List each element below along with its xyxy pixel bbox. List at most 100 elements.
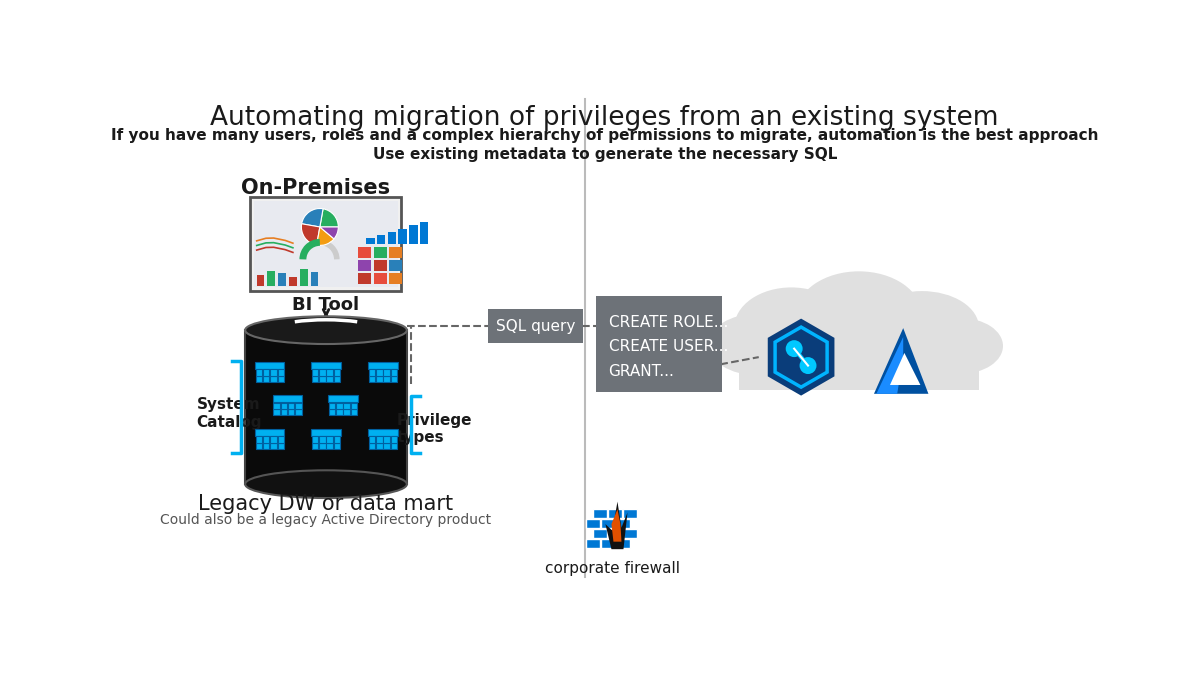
FancyBboxPatch shape: [596, 296, 722, 392]
Wedge shape: [320, 209, 339, 227]
FancyBboxPatch shape: [312, 362, 341, 369]
FancyBboxPatch shape: [319, 376, 326, 383]
FancyBboxPatch shape: [384, 376, 389, 383]
Text: On-Premises: On-Premises: [242, 178, 391, 198]
FancyBboxPatch shape: [274, 403, 280, 408]
FancyBboxPatch shape: [268, 271, 275, 285]
FancyBboxPatch shape: [278, 273, 286, 285]
FancyBboxPatch shape: [312, 376, 319, 383]
FancyBboxPatch shape: [334, 376, 340, 383]
FancyBboxPatch shape: [376, 369, 382, 376]
Wedge shape: [316, 227, 334, 246]
Ellipse shape: [865, 291, 979, 364]
FancyBboxPatch shape: [391, 376, 398, 383]
FancyBboxPatch shape: [343, 403, 350, 408]
FancyBboxPatch shape: [616, 519, 630, 528]
FancyBboxPatch shape: [487, 309, 583, 343]
FancyBboxPatch shape: [359, 273, 372, 284]
FancyBboxPatch shape: [368, 436, 375, 443]
FancyBboxPatch shape: [336, 403, 342, 408]
FancyBboxPatch shape: [368, 376, 375, 383]
FancyBboxPatch shape: [319, 369, 326, 376]
Polygon shape: [768, 318, 834, 396]
FancyBboxPatch shape: [350, 410, 358, 415]
FancyBboxPatch shape: [376, 376, 382, 383]
FancyBboxPatch shape: [245, 330, 407, 484]
FancyBboxPatch shape: [391, 436, 398, 443]
Polygon shape: [611, 509, 622, 542]
Ellipse shape: [245, 470, 407, 498]
FancyBboxPatch shape: [256, 436, 262, 443]
FancyBboxPatch shape: [374, 247, 387, 258]
FancyBboxPatch shape: [334, 436, 340, 443]
FancyBboxPatch shape: [601, 519, 616, 528]
FancyBboxPatch shape: [255, 429, 284, 436]
FancyBboxPatch shape: [623, 509, 637, 518]
FancyBboxPatch shape: [312, 436, 319, 443]
FancyBboxPatch shape: [376, 443, 382, 450]
FancyBboxPatch shape: [391, 369, 398, 376]
FancyBboxPatch shape: [327, 369, 333, 376]
FancyBboxPatch shape: [384, 443, 389, 450]
FancyBboxPatch shape: [329, 410, 335, 415]
FancyBboxPatch shape: [389, 247, 402, 258]
FancyBboxPatch shape: [329, 403, 335, 408]
FancyBboxPatch shape: [281, 403, 287, 408]
FancyBboxPatch shape: [399, 228, 407, 244]
FancyBboxPatch shape: [586, 519, 601, 528]
FancyBboxPatch shape: [312, 369, 319, 376]
Ellipse shape: [245, 316, 407, 344]
FancyBboxPatch shape: [319, 436, 326, 443]
Text: Legacy DW or data mart: Legacy DW or data mart: [198, 494, 453, 514]
FancyBboxPatch shape: [592, 509, 607, 518]
FancyBboxPatch shape: [319, 443, 326, 450]
FancyBboxPatch shape: [270, 436, 277, 443]
Polygon shape: [890, 353, 920, 385]
FancyBboxPatch shape: [420, 223, 428, 244]
FancyBboxPatch shape: [277, 369, 284, 376]
FancyBboxPatch shape: [263, 436, 269, 443]
FancyBboxPatch shape: [300, 269, 308, 285]
Wedge shape: [302, 209, 323, 227]
FancyBboxPatch shape: [391, 443, 398, 450]
FancyBboxPatch shape: [586, 539, 601, 548]
FancyBboxPatch shape: [374, 260, 387, 271]
FancyBboxPatch shape: [250, 197, 401, 291]
FancyBboxPatch shape: [359, 260, 372, 271]
FancyBboxPatch shape: [387, 232, 396, 244]
Text: Use existing metadata to generate the necessary SQL: Use existing metadata to generate the ne…: [373, 147, 837, 162]
FancyBboxPatch shape: [256, 443, 262, 450]
FancyBboxPatch shape: [255, 362, 284, 369]
FancyBboxPatch shape: [739, 353, 979, 390]
Ellipse shape: [795, 272, 922, 359]
Wedge shape: [301, 224, 320, 245]
FancyBboxPatch shape: [368, 362, 398, 369]
FancyBboxPatch shape: [384, 436, 389, 443]
FancyBboxPatch shape: [384, 369, 389, 376]
FancyBboxPatch shape: [368, 443, 375, 450]
FancyBboxPatch shape: [374, 273, 387, 284]
FancyBboxPatch shape: [288, 403, 295, 408]
FancyBboxPatch shape: [368, 429, 398, 436]
FancyBboxPatch shape: [277, 443, 284, 450]
Ellipse shape: [739, 317, 979, 390]
FancyBboxPatch shape: [274, 410, 280, 415]
FancyBboxPatch shape: [623, 529, 637, 538]
Polygon shape: [877, 337, 903, 394]
FancyBboxPatch shape: [409, 225, 418, 244]
FancyBboxPatch shape: [601, 539, 616, 548]
FancyBboxPatch shape: [310, 272, 319, 285]
FancyBboxPatch shape: [366, 238, 374, 244]
FancyBboxPatch shape: [281, 410, 287, 415]
Ellipse shape: [919, 318, 1003, 373]
FancyBboxPatch shape: [295, 403, 302, 408]
Circle shape: [786, 340, 802, 357]
FancyBboxPatch shape: [334, 369, 340, 376]
FancyBboxPatch shape: [289, 277, 296, 285]
Text: Could also be a legacy Active Directory product: Could also be a legacy Active Directory …: [160, 514, 492, 528]
FancyBboxPatch shape: [327, 443, 333, 450]
FancyBboxPatch shape: [270, 376, 277, 383]
FancyBboxPatch shape: [608, 529, 622, 538]
FancyBboxPatch shape: [270, 369, 277, 376]
Polygon shape: [874, 328, 929, 394]
